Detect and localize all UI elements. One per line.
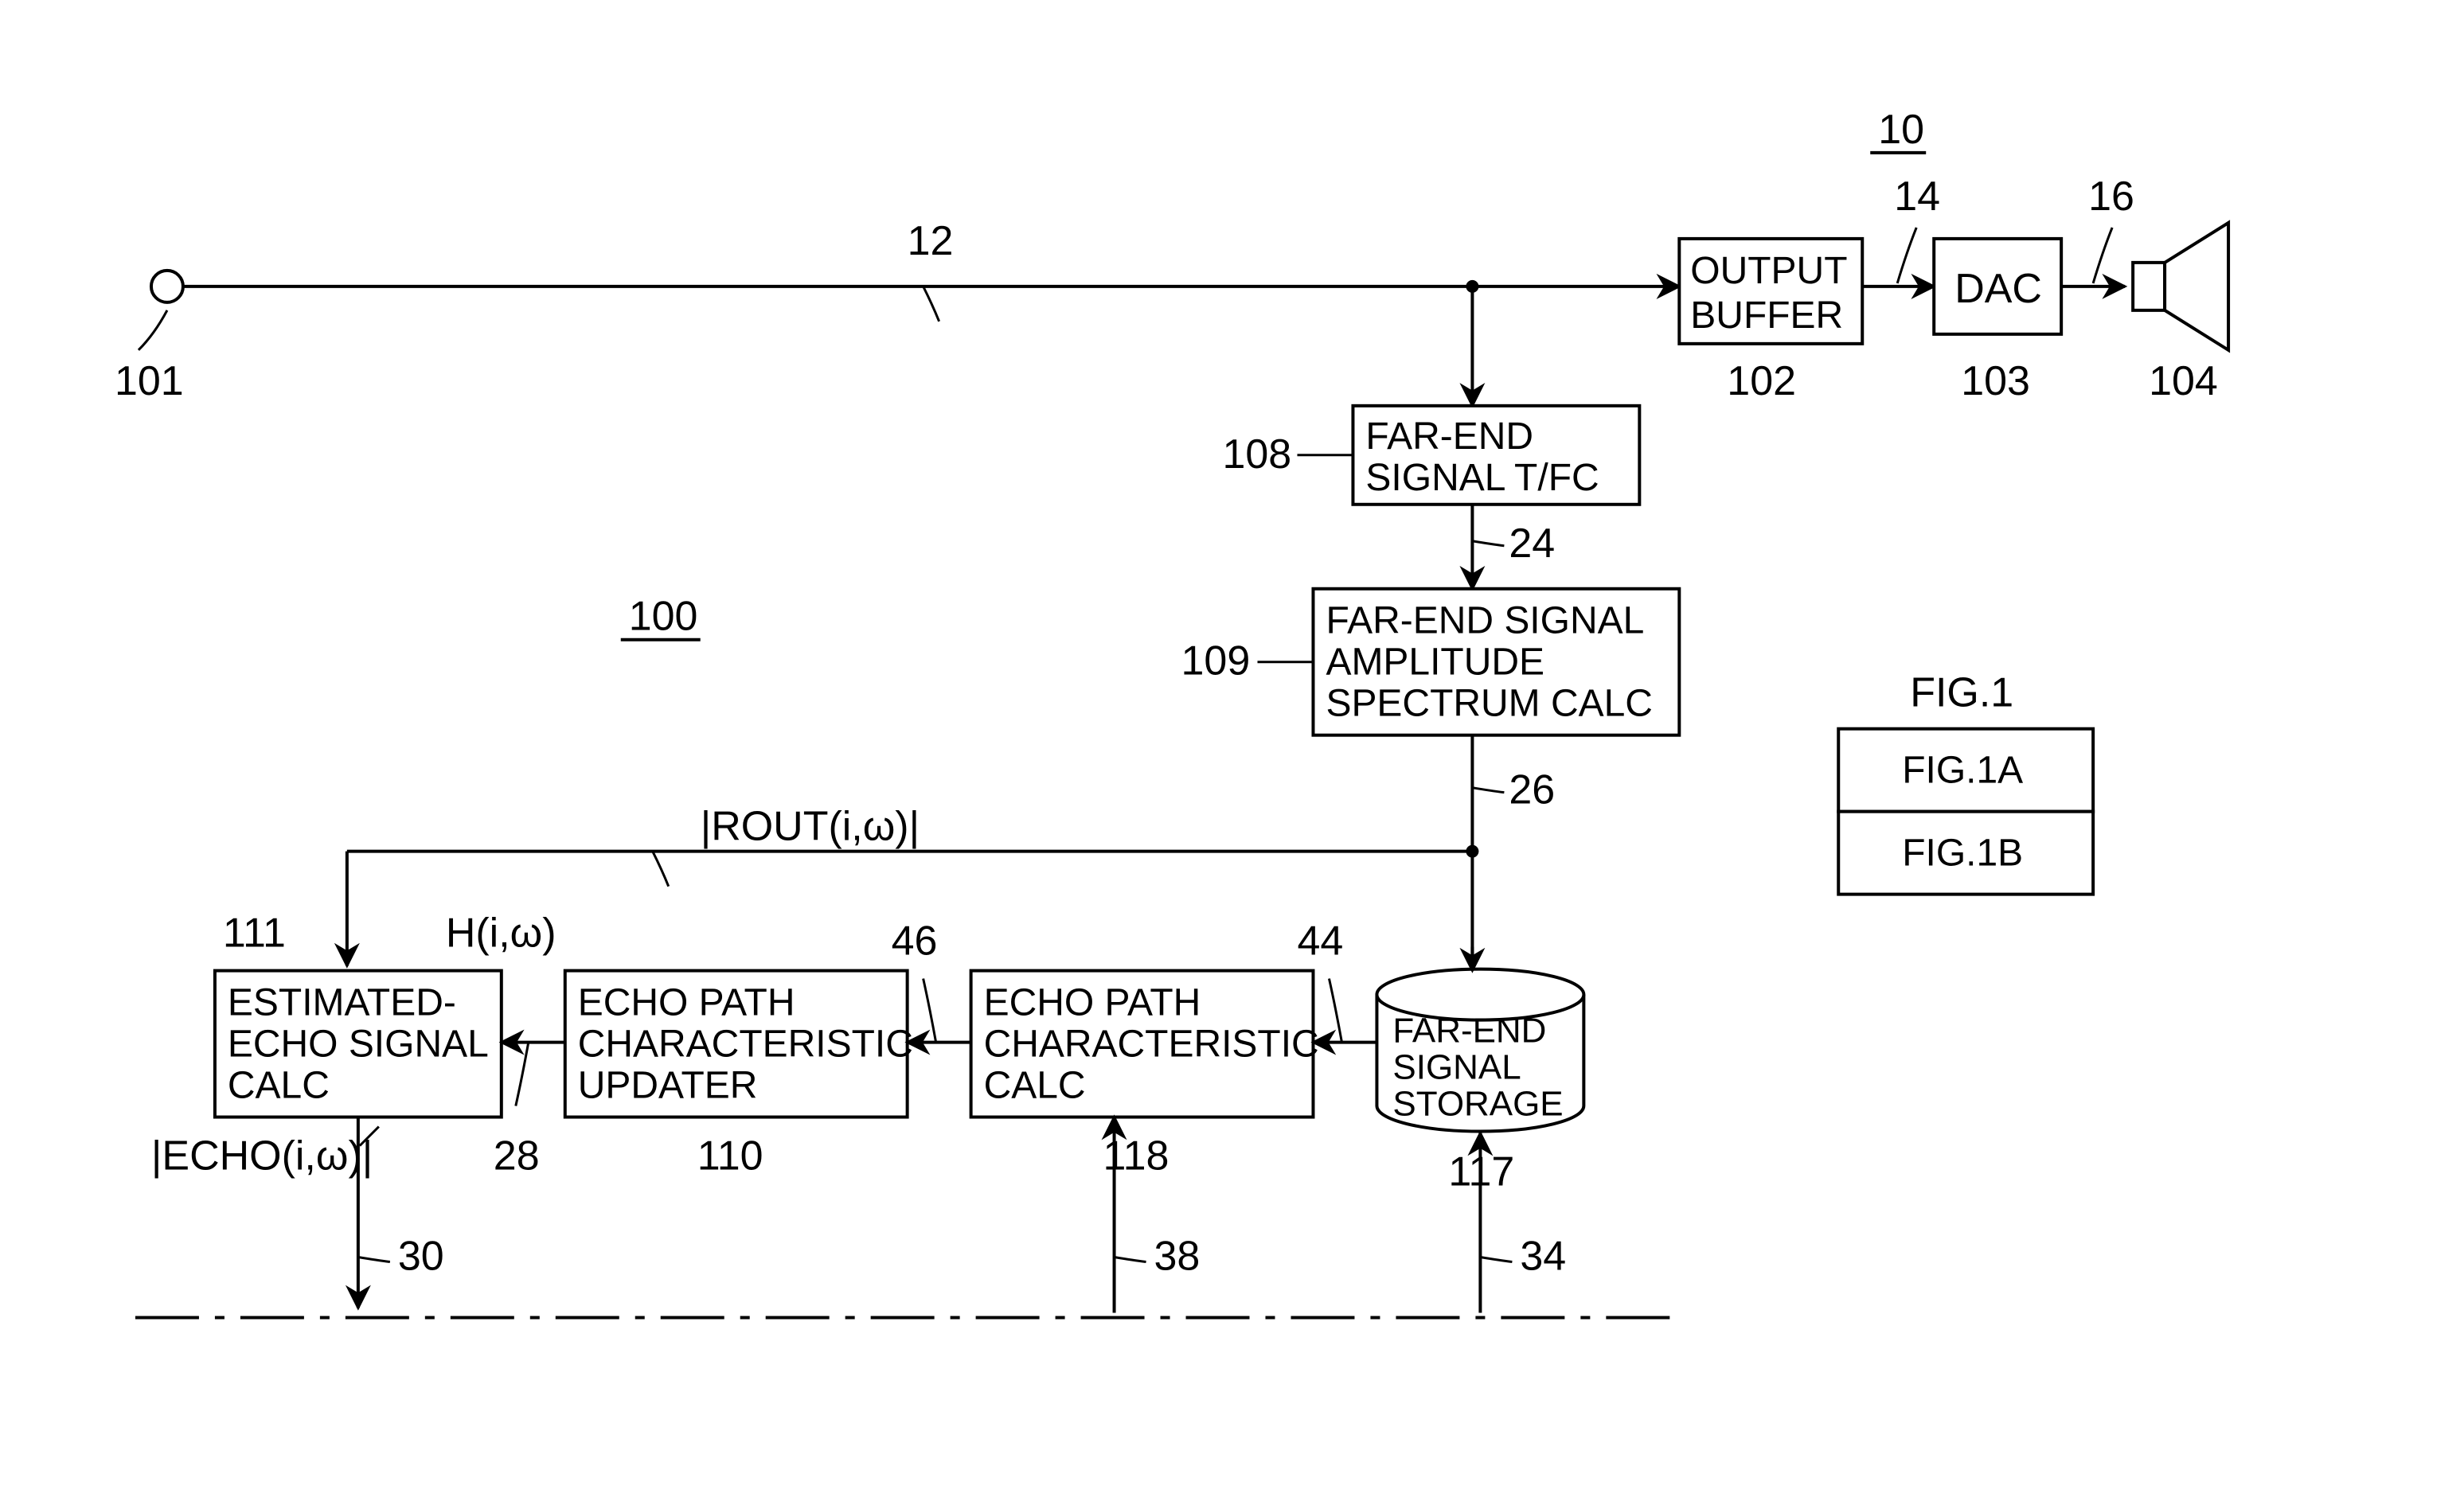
est-echo-l1: ESTIMATED- <box>228 982 456 1024</box>
speaker-ref: 104 <box>2149 358 2218 404</box>
farend-amp-l3: SPECTRUM CALC <box>1326 683 1652 725</box>
buf-arrow-ref: 14 <box>1894 174 1940 220</box>
est-echo-ref: 111 <box>223 910 286 957</box>
updater-l2: CHARACTERISTIC <box>578 1024 913 1066</box>
ref30: 30 <box>398 1233 444 1279</box>
system-ref: 100 <box>629 594 698 640</box>
fig-b: FIG.1B <box>1902 832 2023 875</box>
ref28: 28 <box>494 1133 540 1180</box>
fig-ref: 10 <box>1878 107 1924 153</box>
storage-l3: STORAGE <box>1392 1085 1563 1124</box>
dac-arrow-ref: 16 <box>2088 174 2134 220</box>
block-diagram: 10 101 12 OUTPUT BUFFER 102 14 DAC 103 1… <box>0 0 2464 1508</box>
h-label: H(i,ω) <box>446 910 556 957</box>
output-buffer-l1: OUTPUT <box>1690 250 1847 292</box>
storage-l2: SIGNAL <box>1392 1048 1521 1087</box>
calc-l3: CALC <box>984 1065 1086 1107</box>
input-ref: 101 <box>115 358 184 404</box>
ref38: 38 <box>1154 1233 1201 1279</box>
est-echo-l3: CALC <box>228 1065 330 1107</box>
dac-ref: 103 <box>1961 358 2030 404</box>
ref44: 44 <box>1297 918 1343 965</box>
calc-l1: ECHO PATH <box>984 982 1201 1024</box>
output-buffer-l2: BUFFER <box>1690 294 1843 337</box>
farend-amp-ref: 109 <box>1181 638 1251 684</box>
ref34: 34 <box>1520 1233 1566 1279</box>
updater-l3: UPDATER <box>578 1065 758 1107</box>
calc-l2: CHARACTERISTIC <box>984 1024 1319 1066</box>
farend-tfc-ref: 108 <box>1223 431 1292 478</box>
farend-tfc-out: 24 <box>1509 521 1555 567</box>
output-buffer-ref: 102 <box>1727 358 1796 404</box>
est-echo-l2: ECHO SIGNAL <box>228 1024 489 1066</box>
farend-amp-l1: FAR-END SIGNAL <box>1326 600 1644 642</box>
farend-tfc-l1: FAR-END <box>1365 415 1533 458</box>
speaker-icon <box>2133 223 2228 350</box>
echo-label: |ECHO(i,ω)| <box>151 1133 373 1180</box>
storage-l1: FAR-END <box>1392 1012 1546 1051</box>
farend-tfc-l2: SIGNAL T/FC <box>1365 457 1599 499</box>
updater-l1: ECHO PATH <box>578 982 795 1024</box>
input-node <box>151 271 183 302</box>
sig-ref: 12 <box>908 218 954 264</box>
fig-a: FIG.1A <box>1902 750 2023 792</box>
ref46: 46 <box>892 918 938 965</box>
updater-ref: 110 <box>697 1133 763 1180</box>
farend-amp-l2: AMPLITUDE <box>1326 641 1544 684</box>
rout-label: |ROUT(i,ω)| <box>701 804 920 850</box>
fig-title: FIG.1 <box>1910 670 2013 716</box>
dac-label: DAC <box>1954 266 2042 312</box>
farend-amp-out: 26 <box>1509 767 1555 813</box>
